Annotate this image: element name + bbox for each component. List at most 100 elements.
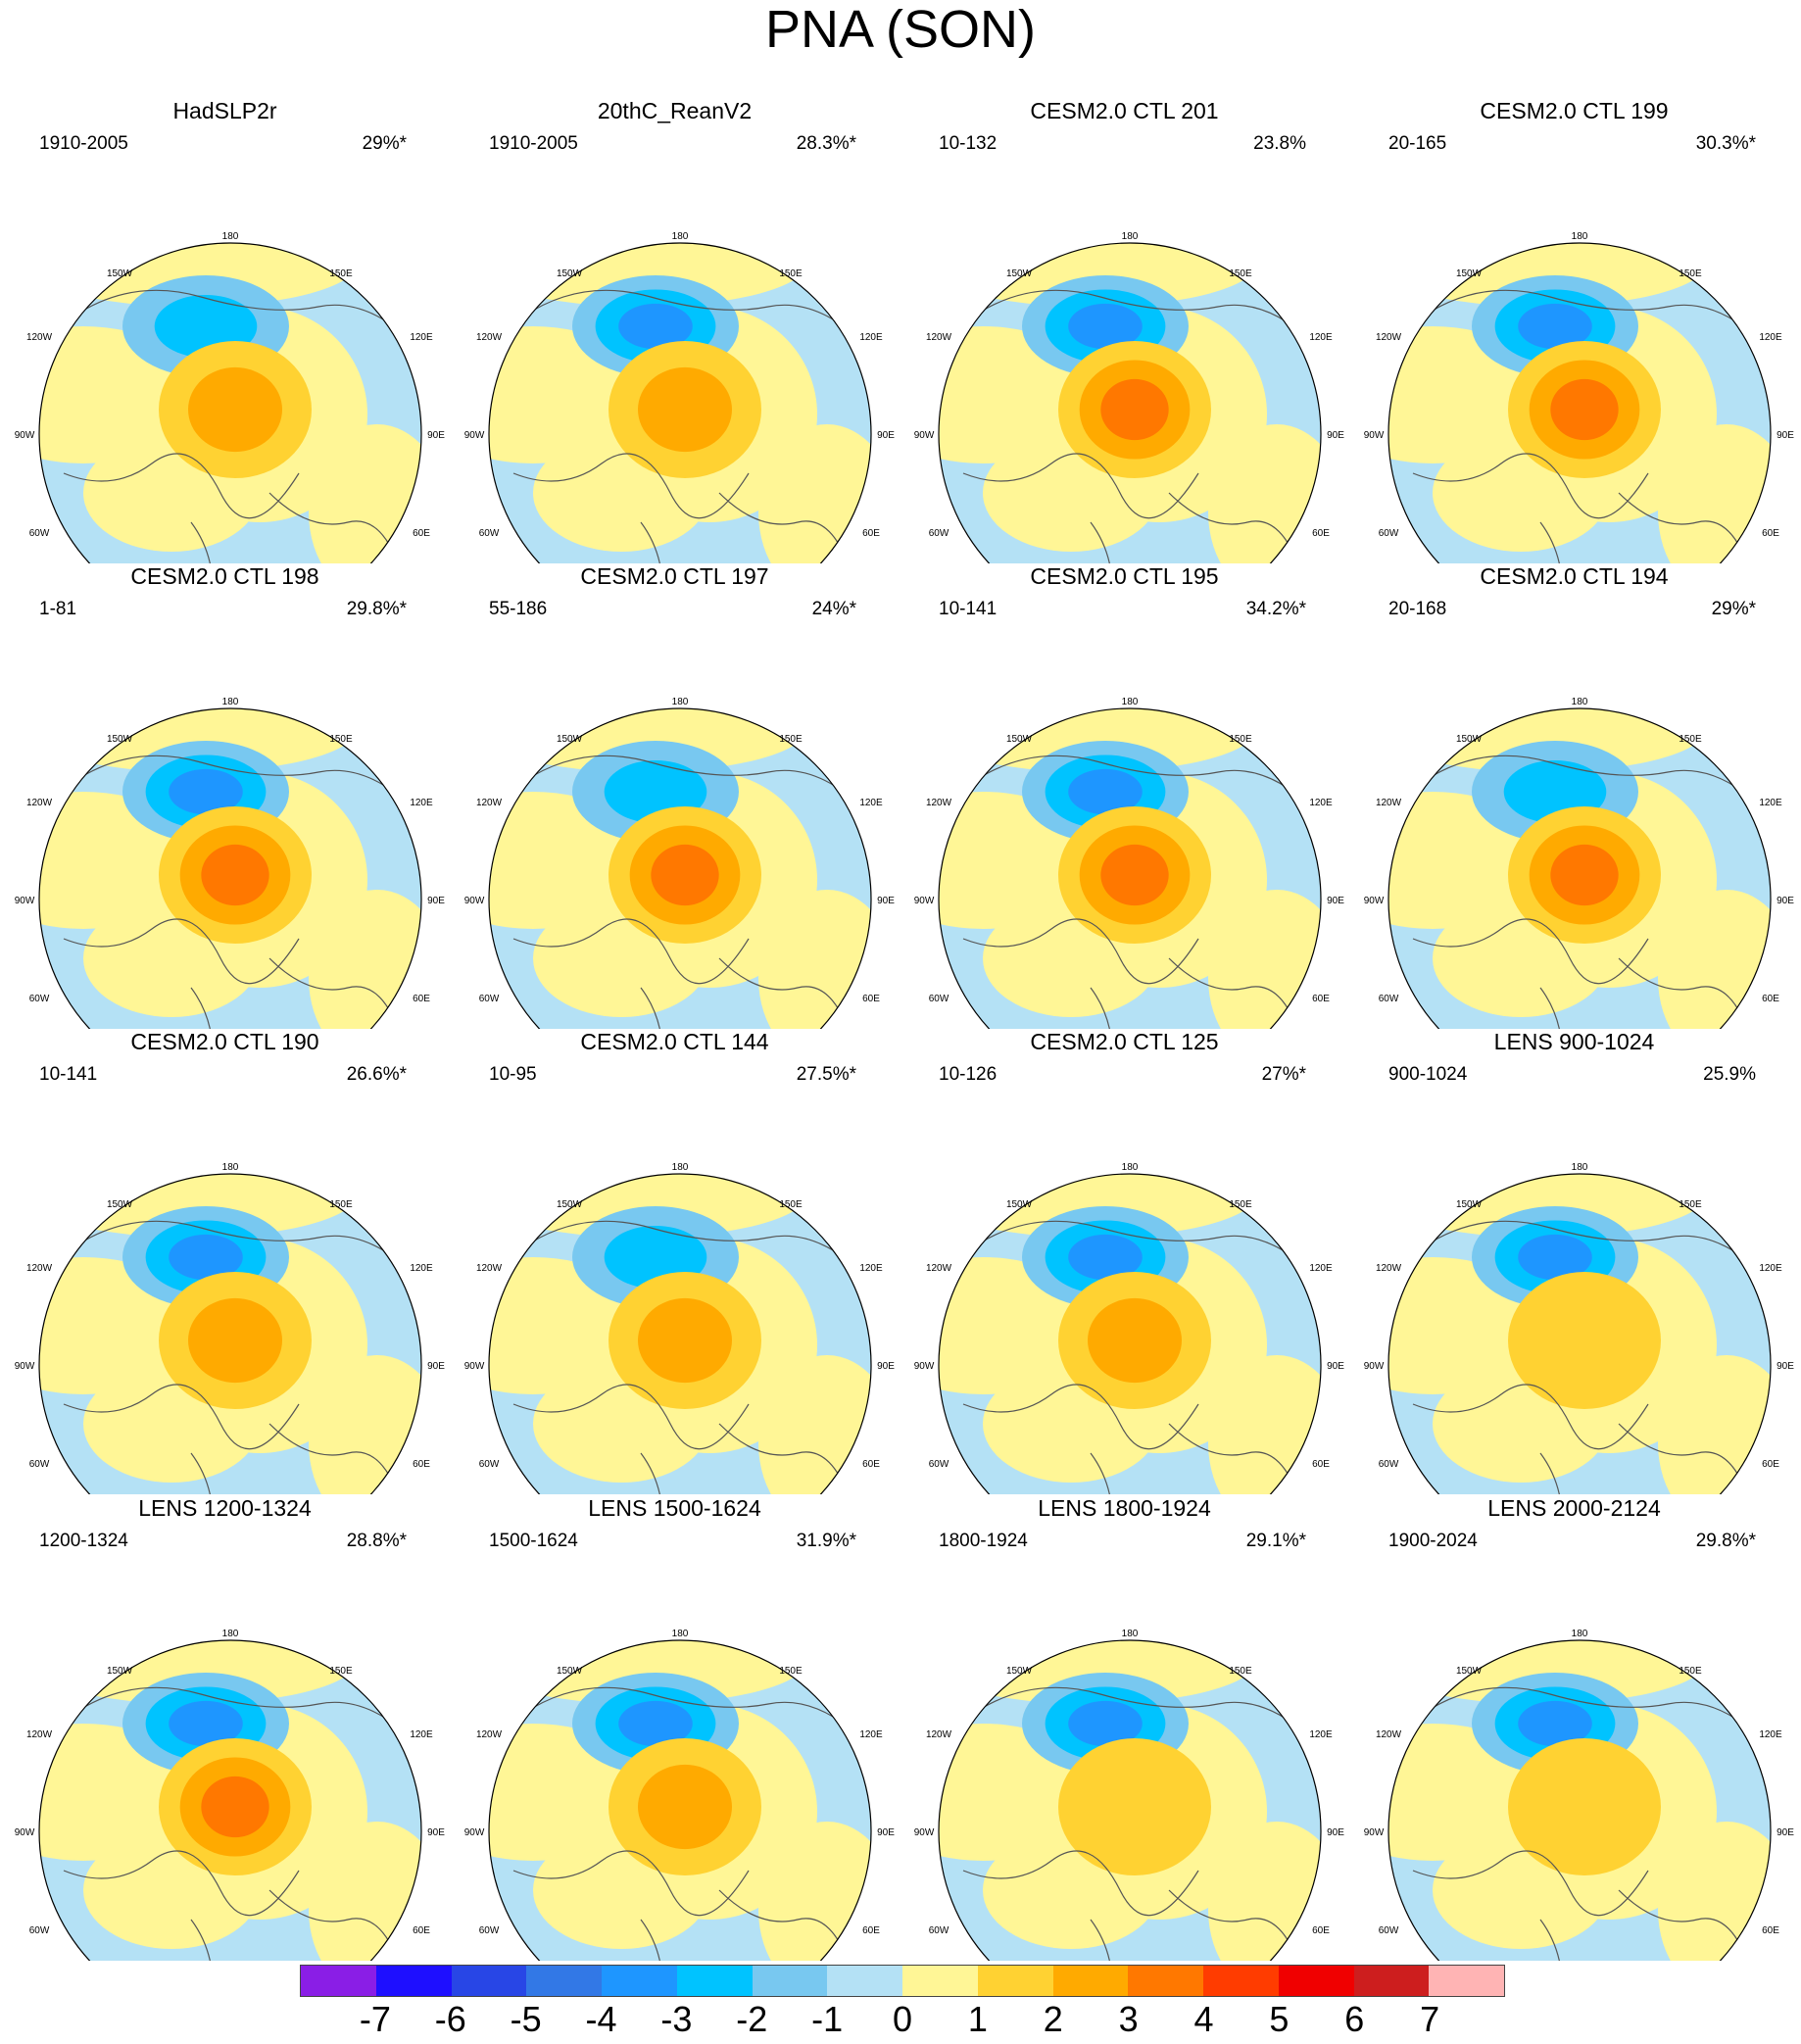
coastline [63,1686,417,1961]
longitude-label: 90W [15,896,35,906]
longitude-label: 150E [329,1199,353,1210]
longitude-label: 150W [1006,1666,1033,1677]
panel-variance: 31.9%* [796,1531,856,1551]
map-border [488,1639,872,1961]
colorbar-tick-label: 1 [967,1999,988,2039]
panel-period: 20-165 [1388,133,1447,154]
longitude-label: 90E [1327,896,1344,906]
positive-anomaly-contour [201,844,269,906]
map-panel: 180150E120E90E60E30E030W60W90W120W150WLE… [0,1495,450,1961]
longitude-label: 90E [877,1361,895,1372]
longitude-label: 90E [877,896,895,906]
panel-variance: 29.8%* [346,599,407,619]
coastline [962,754,1317,1029]
map-panel: 180150E120E90E60E30E030W60W90W120W150WHa… [0,98,450,563]
longitude-label: 120E [1309,1263,1333,1274]
longitude-label: 60W [1379,1925,1399,1936]
longitude-label: 90E [1327,1361,1344,1372]
longitude-label: 120E [859,1729,883,1740]
longitude-label: 120W [926,1729,952,1740]
colorbar-swatch [1128,1966,1203,1996]
colorbar-swatch [902,1966,978,1996]
longitude-label: 90E [427,896,445,906]
longitude-label: 180 [1572,1162,1588,1173]
coastline [512,1686,867,1961]
colorbar-tick-label: -5 [510,1999,542,2039]
panel-period: 55-186 [489,599,548,619]
panel-period: 1800-1924 [939,1531,1028,1551]
longitude-label: 120E [1309,798,1333,808]
map-border [38,707,422,1029]
longitude-label: 150W [1456,1199,1483,1210]
longitude-label: 60W [479,1459,500,1470]
panel-period: 1-81 [39,599,77,619]
negative-anomaly-contour [1068,303,1143,350]
positive-anomaly-region [939,326,1100,463]
longitude-label: 60E [1312,994,1330,1004]
longitude-label: 150E [329,734,353,745]
positive-anomaly-region [1388,1257,1550,1394]
longitude-label: 60E [413,528,430,539]
longitude-label: 150W [557,734,583,745]
panel-variance: 23.8% [1253,133,1306,154]
longitude-label: 90E [427,1361,445,1372]
polar-map: 180150E120E90E60E30E030W60W90W120W150W [464,1629,895,1961]
longitude-label: 120W [476,332,503,343]
positive-anomaly-region [39,1724,201,1861]
positive-anomaly-contour [1508,1738,1661,1875]
longitude-label: 180 [1122,1629,1139,1639]
longitude-label: 90E [877,430,895,441]
longitude-label: 60E [862,528,880,539]
map-border [1387,1639,1772,1961]
panel-title: LENS 1200-1324 [138,1495,312,1521]
longitude-label: 120W [1376,332,1402,343]
colorbar [300,1965,1505,1997]
panel-variance: 29.8%* [1695,1531,1756,1551]
map-border [938,242,1322,563]
longitude-label: 180 [1572,697,1588,707]
coastline [1412,754,1767,1029]
longitude-label: 120E [859,1263,883,1274]
longitude-label: 120E [1309,332,1333,343]
longitude-label: 150E [1679,1666,1702,1677]
polar-map: 180150E120E90E60E30E030W60W90W120W150W [464,697,895,1029]
colorbar-swatch [1203,1966,1279,1996]
longitude-label: 120E [1759,1263,1782,1274]
longitude-label: 60W [29,1925,50,1936]
longitude-label: 120W [26,1729,53,1740]
panel-variance: 30.3%* [1695,133,1756,154]
colorbar-swatch [752,1966,828,1996]
longitude-label: 180 [1122,1162,1139,1173]
negative-anomaly-contour [1068,1700,1143,1747]
polar-map: 180150E120E90E60E30E030W60W90W120W150W [1364,231,1794,563]
longitude-label: 150E [329,1666,353,1677]
panel-variance: 24%* [811,599,856,619]
map-border [1387,707,1772,1029]
longitude-label: 60W [29,994,50,1004]
longitude-label: 180 [222,1162,239,1173]
longitude-label: 90E [1777,430,1794,441]
positive-anomaly-region [489,326,651,463]
longitude-label: 120W [926,798,952,808]
negative-anomaly-contour [1068,768,1143,815]
panel-period: 20-168 [1388,599,1447,619]
longitude-label: 60E [413,994,430,1004]
negative-anomaly-contour [1068,1234,1143,1281]
longitude-label: 120E [859,798,883,808]
map-panel: 180150E120E90E60E30E030W60W90W120W150WCE… [900,98,1349,563]
map-border [1387,242,1772,563]
longitude-label: 180 [1122,231,1139,242]
longitude-label: 150W [107,268,133,279]
longitude-label: 120W [26,1263,53,1274]
panel-period: 1910-2005 [489,133,578,154]
colorbar-tick-label: 2 [1043,1999,1063,2039]
negative-anomaly-contour [1518,1234,1592,1281]
map-border [1387,1173,1772,1494]
longitude-label: 60E [1312,1459,1330,1470]
colorbar-swatch [301,1966,376,1996]
longitude-label: 150W [557,1199,583,1210]
panel-title: CESM2.0 CTL 144 [580,1029,769,1054]
colorbar-tick-label: -3 [660,1999,693,2039]
longitude-label: 90W [1364,430,1385,441]
longitude-label: 120E [1759,1729,1782,1740]
